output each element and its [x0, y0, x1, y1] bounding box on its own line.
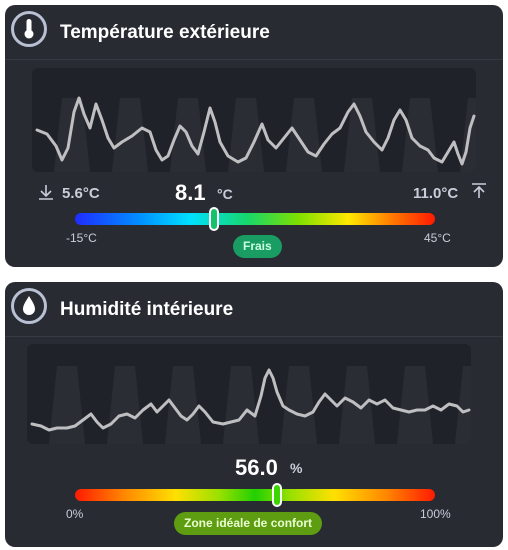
card-header: Température extérieure	[5, 5, 503, 60]
arrow-up-to-line-icon	[472, 183, 486, 198]
temperature-scale-bar	[75, 213, 435, 225]
thermometer-icon	[11, 11, 47, 47]
humidity-scale-bar	[75, 489, 435, 501]
card-title: Humidité intérieure	[60, 299, 234, 320]
card-title: Température extérieure	[60, 22, 270, 43]
temperature-current-value: 8.1	[175, 180, 206, 205]
humidity-history-graph[interactable]	[27, 344, 471, 444]
temperature-history-graph[interactable]	[32, 68, 476, 172]
humidity-scale-min: 0%	[66, 507, 84, 521]
temperature-status-badge: Frais	[233, 235, 282, 258]
humidity-scale-max: 100%	[420, 507, 451, 521]
humidity-current-value: 56.0	[235, 455, 278, 480]
humidity-marker	[271, 483, 282, 507]
temperature-min-value: 5.6°C	[62, 185, 100, 202]
water-drop-icon	[11, 288, 47, 324]
temperature-card: Température extérieure 5.6°C 8.1 °C 11.0…	[5, 5, 503, 267]
arrow-down-to-line-icon	[39, 185, 53, 200]
temperature-scale-min: -15°C	[66, 231, 97, 245]
temperature-max-value: 11.0°C	[413, 185, 459, 202]
temperature-marker	[208, 207, 219, 231]
humidity-unit: %	[290, 460, 303, 476]
temperature-scale-max: 45°C	[424, 231, 451, 245]
temperature-unit: °C	[217, 186, 233, 202]
card-header: Humidité intérieure	[5, 282, 503, 337]
humidity-status-badge: Zone idéale de confort	[174, 512, 323, 535]
